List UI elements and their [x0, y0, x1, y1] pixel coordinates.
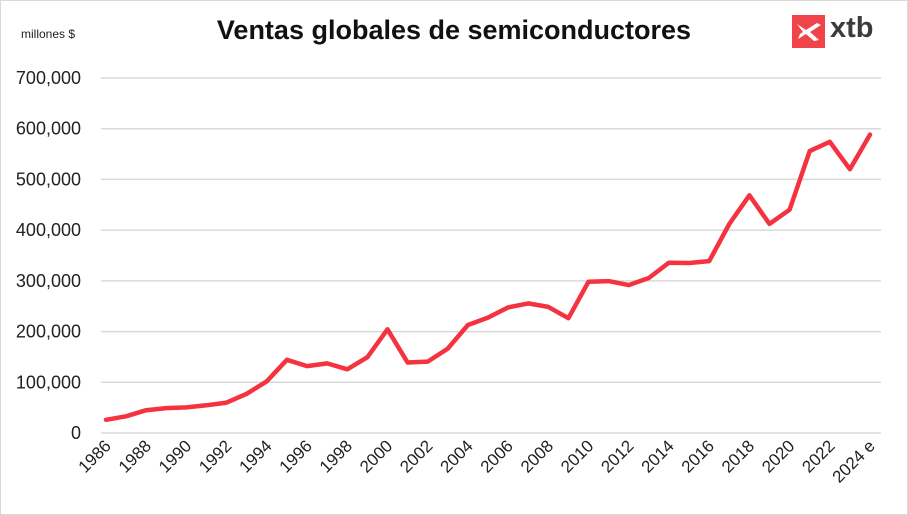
- xtb-logo-text: xtb: [830, 12, 874, 44]
- y-tick-label: 600,000: [16, 119, 81, 139]
- x-tick-label: 2004: [437, 436, 477, 476]
- x-tick-label: 2000: [356, 436, 396, 476]
- x-tick-label: 1992: [195, 436, 235, 476]
- x-tick-label: 2024 e: [829, 436, 879, 486]
- chart-title: Ventas globales de semiconductores: [216, 15, 692, 45]
- x-tick-label: 2016: [678, 436, 718, 476]
- y-axis-unit-label: millones $: [21, 27, 76, 41]
- y-tick-label: 700,000: [16, 68, 81, 88]
- x-tick-label: 1990: [155, 436, 195, 476]
- x-tick-label: 2014: [638, 436, 678, 476]
- xtb-logo: xtb: [792, 12, 882, 48]
- x-tick-label: 2012: [597, 436, 637, 476]
- x-tick-label: 1996: [276, 436, 316, 476]
- x-tick-label: 1994: [235, 436, 275, 476]
- x-tick-label: 1998: [316, 436, 356, 476]
- xtb-x-icon: [792, 15, 825, 48]
- y-tick-label: 100,000: [16, 372, 81, 392]
- x-tick-label: 2010: [557, 436, 597, 476]
- y-tick-label: 200,000: [16, 322, 81, 342]
- x-tick-label: 2006: [477, 436, 517, 476]
- series-line: [103, 132, 873, 423]
- y-tick-label: 500,000: [16, 169, 81, 189]
- x-tick-label: 1988: [115, 436, 155, 476]
- x-tick-label: 2020: [758, 436, 798, 476]
- y-tick-label: 300,000: [16, 271, 81, 291]
- y-tick-label: 0: [71, 423, 81, 443]
- y-tick-label: 400,000: [16, 220, 81, 240]
- x-tick-label: 2018: [718, 436, 758, 476]
- x-tick-label: 2002: [396, 436, 436, 476]
- x-tick-label: 2008: [517, 436, 557, 476]
